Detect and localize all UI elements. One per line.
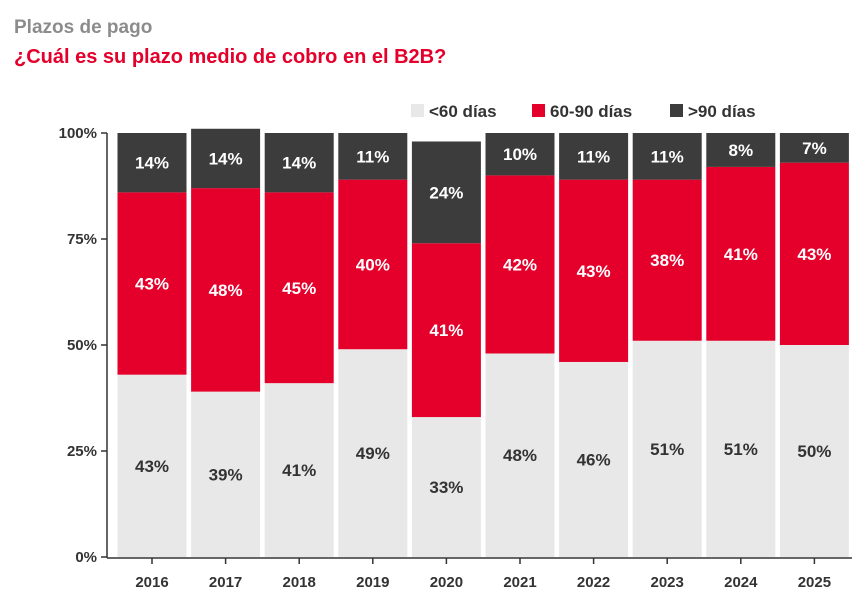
x-tick-label: 2025 (798, 574, 831, 591)
data-label: 41% (429, 321, 463, 340)
data-label: 40% (356, 255, 390, 274)
bar-segment-2020-1 (411, 243, 481, 418)
bar-segment-2016-0 (117, 374, 187, 557)
data-label: 14% (135, 154, 169, 173)
y-tick-label: 50% (67, 337, 97, 354)
bar-segment-2025-1 (779, 162, 849, 345)
bar-segment-2017-1 (191, 188, 261, 392)
data-label: 43% (135, 457, 169, 476)
data-label: 8% (729, 141, 754, 160)
bar-segment-2016-2 (117, 133, 187, 193)
bar-segment-2024-2 (706, 133, 776, 167)
x-tick-label: 2022 (577, 574, 610, 591)
bar-segment-2022-0 (559, 361, 629, 557)
data-label: 11% (356, 147, 389, 166)
bar-segment-2017-0 (191, 391, 261, 557)
data-label: 42% (503, 255, 537, 274)
x-tick-label: 2018 (283, 574, 316, 591)
bar-segment-2025-0 (779, 345, 849, 557)
bar-segment-2019-1 (338, 179, 408, 350)
y-tick-label: 25% (67, 443, 97, 460)
bar-segment-2021-0 (485, 353, 555, 557)
bar-segment-2024-1 (706, 166, 776, 341)
data-label: 7% (802, 139, 827, 158)
bar-segment-2019-0 (338, 349, 408, 557)
x-tick-label: 2016 (135, 574, 168, 591)
x-tick-label: 2024 (724, 574, 758, 591)
data-label: 38% (650, 251, 684, 270)
data-label: 49% (356, 444, 390, 463)
bar-segment-2022-1 (559, 179, 629, 362)
data-label: 11% (651, 147, 684, 166)
x-tick-label: 2017 (209, 574, 242, 591)
legend-swatch-2 (670, 104, 683, 117)
x-tick-label: 2019 (356, 574, 389, 591)
legend-label-0: <60 días (429, 102, 497, 121)
bar-segment-2018-1 (264, 192, 334, 384)
bar-segment-2016-1 (117, 192, 187, 375)
bar-segment-2023-0 (632, 340, 702, 557)
bar-segment-2017-2 (191, 128, 261, 189)
data-label: 43% (135, 275, 169, 294)
data-label: 51% (724, 440, 758, 459)
data-label: 33% (429, 478, 463, 497)
data-label: 51% (650, 440, 684, 459)
bar-segment-2018-0 (264, 383, 334, 557)
data-label: 43% (797, 245, 831, 264)
bar-segment-2019-2 (338, 133, 408, 180)
data-label: 14% (282, 154, 316, 173)
bar-segment-2025-2 (779, 133, 849, 163)
data-label: 39% (209, 465, 243, 484)
data-label: 43% (577, 262, 611, 281)
bar-segment-2023-1 (632, 179, 702, 341)
chart-supertitle: Plazos de pago (14, 17, 153, 38)
legend-label-1: 60-90 días (550, 102, 632, 121)
x-tick-label: 2023 (651, 574, 684, 591)
bar-segment-2020-0 (411, 417, 481, 557)
data-label: 48% (503, 446, 537, 465)
bar-segment-2024-0 (706, 340, 776, 557)
x-tick-label: 2020 (430, 574, 463, 591)
data-label: 50% (797, 442, 831, 461)
x-tick-label: 2021 (503, 574, 536, 591)
bar-segment-2021-1 (485, 175, 555, 354)
bar-segment-2018-2 (264, 133, 334, 193)
y-tick-label: 75% (67, 231, 97, 248)
data-label: 14% (209, 149, 243, 168)
data-label: 11% (577, 147, 610, 166)
data-label: 45% (282, 279, 316, 298)
chart-title: ¿Cuál es su plazo medio de cobro en el B… (14, 46, 447, 68)
y-tick-label: 0% (75, 549, 97, 566)
legend-swatch-0 (411, 104, 424, 117)
y-tick-label: 100% (59, 125, 97, 142)
data-label: 24% (429, 183, 463, 202)
bar-segment-2022-2 (559, 133, 629, 180)
data-label: 46% (577, 450, 611, 469)
bar-segment-2020-2 (411, 141, 481, 244)
data-label: 48% (209, 281, 243, 300)
bar-segment-2023-2 (632, 133, 702, 180)
data-label: 10% (503, 145, 537, 164)
bar-segment-2021-2 (485, 133, 555, 176)
data-label: 41% (282, 461, 316, 480)
legend-swatch-1 (532, 104, 545, 117)
legend-label-2: >90 días (688, 102, 756, 121)
data-label: 41% (724, 245, 758, 264)
